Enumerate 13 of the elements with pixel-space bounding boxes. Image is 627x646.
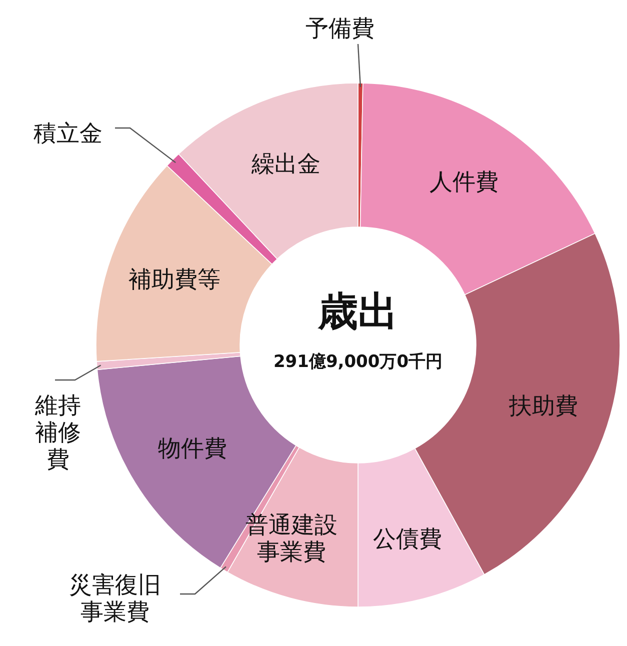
slice-label: 公債費	[373, 526, 442, 553]
slice-label: 補助費等	[128, 266, 221, 293]
slice-label: 予備費	[306, 16, 374, 42]
slice-label: 繰出金	[250, 152, 321, 178]
text: 291億9,000万0千円	[273, 352, 443, 372]
slice-label: 物件費	[158, 436, 227, 462]
slice-label: 維持補修費	[34, 393, 81, 473]
text: 歳出	[317, 289, 398, 335]
slice-label: 災害復旧事業費	[69, 572, 161, 626]
slice-label: 積立金	[34, 121, 102, 147]
slice-label: 普通建設事業費	[245, 512, 338, 566]
slice-label: 人件費	[430, 169, 499, 196]
slice-label: 扶助費	[508, 393, 578, 420]
